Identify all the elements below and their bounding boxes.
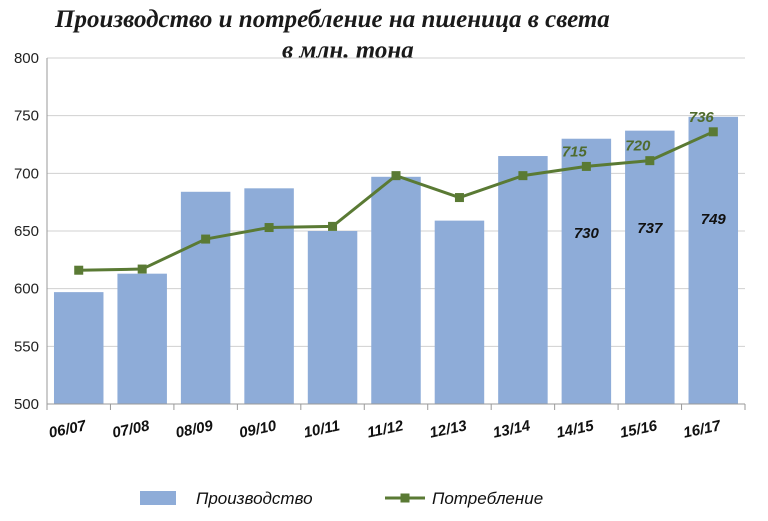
line-marker [74, 265, 84, 275]
x-tick-label: 08/09 [174, 417, 215, 442]
line-marker [518, 171, 528, 181]
bar [180, 191, 231, 404]
bar [53, 292, 104, 404]
bar [244, 188, 294, 404]
line-marker [454, 193, 464, 203]
bar [498, 156, 548, 404]
bar [561, 138, 612, 404]
legend-label-production: Производство [196, 489, 313, 508]
bar-data-label: 737 [637, 220, 663, 237]
y-tick-label: 650 [14, 223, 39, 240]
line-data-label: 715 [562, 143, 588, 160]
bar-data-label: 730 [574, 225, 600, 242]
x-tick-label: 09/10 [238, 417, 279, 442]
y-tick-label: 500 [14, 396, 39, 413]
y-tick-label: 700 [14, 165, 39, 182]
y-axis: 500 550 600 650 700 750 800 [14, 50, 48, 413]
x-tick-label: 06/07 [47, 417, 88, 442]
bars-production [53, 116, 739, 404]
bar [307, 231, 358, 404]
legend-swatch-production [140, 491, 176, 505]
legend: Производство Потребление [140, 489, 543, 508]
x-axis: 06/07 07/08 08/09 09/10 10/11 11/12 12/13 13/14… [46, 403, 746, 442]
x-tick-label: 11/12 [366, 417, 406, 441]
line-data-label: 736 [689, 109, 715, 126]
x-tick-label: 16/17 [682, 417, 723, 442]
bar-data-label: 749 [701, 211, 727, 228]
x-tick-label: 12/13 [428, 417, 469, 442]
x-tick-label: 13/14 [491, 417, 532, 442]
bar [371, 176, 421, 404]
line-marker [645, 156, 655, 166]
bar [625, 130, 675, 404]
line-marker [137, 264, 147, 274]
line-marker [201, 234, 211, 244]
data-labels: 730 737 749 715 720 736 [562, 109, 727, 242]
x-tick-label: 14/15 [555, 417, 596, 442]
legend-marker-consumption [400, 493, 410, 503]
bar [688, 116, 739, 404]
x-tick-label: 15/16 [618, 417, 659, 442]
bar [117, 273, 167, 404]
x-tick-label: 07/08 [111, 417, 152, 442]
legend-label-consumption: Потребление [432, 489, 543, 508]
line-marker [581, 161, 591, 171]
bar [434, 220, 485, 404]
line-marker [708, 127, 718, 137]
y-tick-label: 750 [14, 108, 39, 125]
line-marker [391, 171, 401, 181]
line-marker [264, 223, 274, 233]
y-tick-label: 800 [14, 50, 39, 67]
x-tick-label: 10/11 [302, 417, 341, 441]
chart-title-line1: Производство и потребление на пшеница в … [55, 6, 610, 33]
line-consumption [74, 127, 718, 275]
y-tick-label: 600 [14, 281, 39, 298]
line-marker [328, 221, 338, 231]
y-tick-label: 550 [14, 338, 39, 355]
chart-title-line2: в млн. тона [282, 37, 414, 64]
line-data-label: 720 [625, 138, 651, 155]
